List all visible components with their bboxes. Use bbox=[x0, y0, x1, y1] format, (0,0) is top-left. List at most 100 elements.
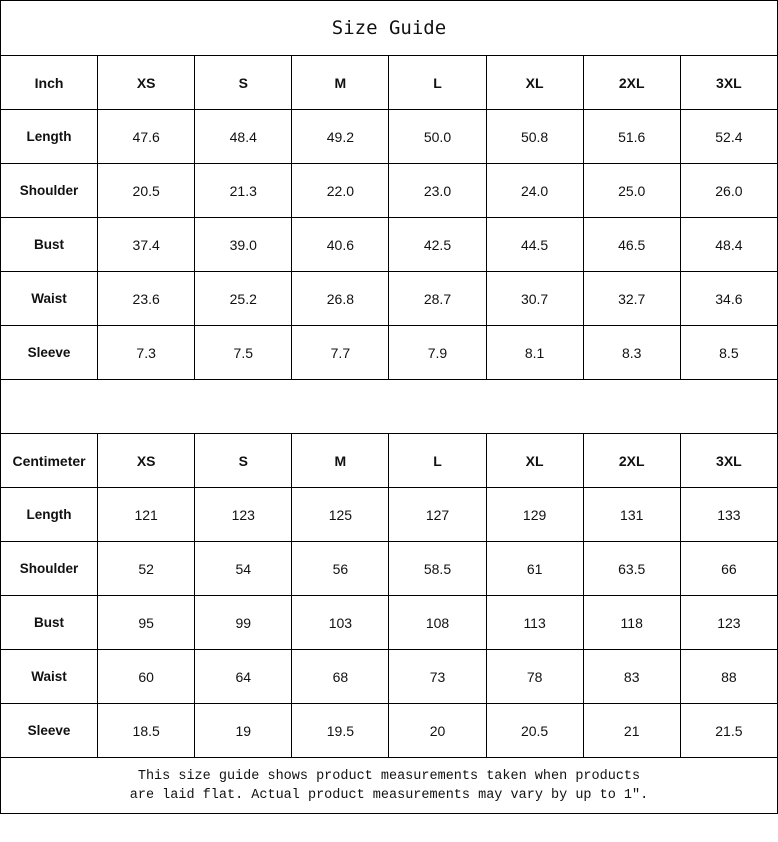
size-note: This size guide shows product measuremen… bbox=[0, 757, 778, 814]
table-row: Waist 23.6 25.2 26.8 28.7 30.7 32.7 34.6 bbox=[0, 271, 778, 326]
spacer-row bbox=[0, 379, 778, 434]
measurement-value: 7.5 bbox=[194, 325, 293, 380]
measurement-value: 20.5 bbox=[97, 163, 196, 218]
size-guide-table: Size Guide Inch XS S M L XL 2XL 3XL Length 47.6 48… bbox=[0, 0, 778, 814]
size-header: L bbox=[388, 433, 487, 488]
measurement-value: 48.4 bbox=[194, 109, 293, 164]
measurement-value: 25.0 bbox=[582, 163, 681, 218]
measurement-value: 127 bbox=[388, 487, 487, 542]
measurement-value: 131 bbox=[582, 487, 681, 542]
measurement-value: 54 bbox=[194, 541, 293, 596]
measurement-value: 32.7 bbox=[582, 271, 681, 326]
measurement-value: 19 bbox=[194, 703, 293, 758]
measurement-value: 44.5 bbox=[485, 217, 584, 272]
measurement-value: 121 bbox=[97, 487, 196, 542]
measurement-label: Bust bbox=[0, 217, 99, 272]
measurement-value: 23.0 bbox=[388, 163, 487, 218]
size-header: XL bbox=[485, 433, 584, 488]
size-header: 3XL bbox=[679, 433, 778, 488]
measurement-value: 50.8 bbox=[485, 109, 584, 164]
measurement-label: Shoulder bbox=[0, 163, 99, 218]
measurement-value: 99 bbox=[194, 595, 293, 650]
measurement-value: 23.6 bbox=[97, 271, 196, 326]
measurement-value: 61 bbox=[485, 541, 584, 596]
measurement-value: 68 bbox=[291, 649, 390, 704]
measurement-value: 46.5 bbox=[582, 217, 681, 272]
measurement-value: 52.4 bbox=[679, 109, 778, 164]
measurement-value: 22.0 bbox=[291, 163, 390, 218]
measurement-label: Length bbox=[0, 109, 99, 164]
measurement-value: 48.4 bbox=[679, 217, 778, 272]
measurement-value: 19.5 bbox=[291, 703, 390, 758]
measurement-value: 51.6 bbox=[582, 109, 681, 164]
measurement-value: 42.5 bbox=[388, 217, 487, 272]
measurement-value: 49.2 bbox=[291, 109, 390, 164]
measurement-value: 83 bbox=[582, 649, 681, 704]
measurement-value: 133 bbox=[679, 487, 778, 542]
measurement-value: 37.4 bbox=[97, 217, 196, 272]
size-header: 3XL bbox=[679, 55, 778, 110]
measurement-value: 113 bbox=[485, 595, 584, 650]
table-row: Shoulder 20.5 21.3 22.0 23.0 24.0 25.0 26.0 bbox=[0, 163, 778, 218]
measurement-value: 88 bbox=[679, 649, 778, 704]
measurement-value: 8.1 bbox=[485, 325, 584, 380]
measurement-label: Waist bbox=[0, 271, 99, 326]
table-row: Bust 37.4 39.0 40.6 42.5 44.5 46.5 48.4 bbox=[0, 217, 778, 272]
measurement-value: 8.5 bbox=[679, 325, 778, 380]
measurement-value: 129 bbox=[485, 487, 584, 542]
measurement-value: 78 bbox=[485, 649, 584, 704]
measurement-label: Shoulder bbox=[0, 541, 99, 596]
measurement-value: 40.6 bbox=[291, 217, 390, 272]
measurement-value: 56 bbox=[291, 541, 390, 596]
table-row: Length 47.6 48.4 49.2 50.0 50.8 51.6 52.4 bbox=[0, 109, 778, 164]
measurement-value: 7.9 bbox=[388, 325, 487, 380]
table-row: Sleeve 18.5 19 19.5 20 20.5 21 21.5 bbox=[0, 703, 778, 758]
measurement-value: 7.3 bbox=[97, 325, 196, 380]
header-row: Centimeter XS S M L XL 2XL 3XL bbox=[0, 433, 778, 488]
size-header: XS bbox=[97, 433, 196, 488]
measurement-value: 39.0 bbox=[194, 217, 293, 272]
table-row: Waist 60 64 68 73 78 83 88 bbox=[0, 649, 778, 704]
measurement-value: 20.5 bbox=[485, 703, 584, 758]
size-header: XS bbox=[97, 55, 196, 110]
note-line-1: This size guide shows product measuremen… bbox=[137, 768, 641, 784]
measurement-value: 118 bbox=[582, 595, 681, 650]
measurement-value: 50.0 bbox=[388, 109, 487, 164]
table-row: Bust 95 99 103 108 113 118 123 bbox=[0, 595, 778, 650]
measurement-value: 125 bbox=[291, 487, 390, 542]
measurement-value: 58.5 bbox=[388, 541, 487, 596]
measurement-value: 21.3 bbox=[194, 163, 293, 218]
measurement-value: 26.0 bbox=[679, 163, 778, 218]
measurement-value: 95 bbox=[97, 595, 196, 650]
table-row: Shoulder 52 54 56 58.5 61 63.5 66 bbox=[0, 541, 778, 596]
measurement-label: Length bbox=[0, 487, 99, 542]
measurement-label: Sleeve bbox=[0, 325, 99, 380]
table-row: Length 121 123 125 127 129 131 133 bbox=[0, 487, 778, 542]
measurement-value: 34.6 bbox=[679, 271, 778, 326]
measurement-value: 7.7 bbox=[291, 325, 390, 380]
measurement-value: 52 bbox=[97, 541, 196, 596]
measurement-value: 21 bbox=[582, 703, 681, 758]
measurement-value: 60 bbox=[97, 649, 196, 704]
measurement-value: 30.7 bbox=[485, 271, 584, 326]
measurement-value: 28.7 bbox=[388, 271, 487, 326]
unit-header: Inch bbox=[0, 55, 99, 110]
measurement-value: 73 bbox=[388, 649, 487, 704]
size-header: L bbox=[388, 55, 487, 110]
size-header: S bbox=[194, 433, 293, 488]
size-header: 2XL bbox=[582, 433, 681, 488]
measurement-value: 123 bbox=[194, 487, 293, 542]
size-header: S bbox=[194, 55, 293, 110]
measurement-value: 25.2 bbox=[194, 271, 293, 326]
measurement-value: 123 bbox=[679, 595, 778, 650]
unit-header: Centimeter bbox=[0, 433, 99, 488]
measurement-value: 24.0 bbox=[485, 163, 584, 218]
measurement-value: 18.5 bbox=[97, 703, 196, 758]
size-header: M bbox=[291, 55, 390, 110]
size-header: M bbox=[291, 433, 390, 488]
measurement-label: Bust bbox=[0, 595, 99, 650]
measurement-value: 64 bbox=[194, 649, 293, 704]
header-row: Inch XS S M L XL 2XL 3XL bbox=[0, 55, 778, 110]
page-title: Size Guide bbox=[0, 0, 778, 56]
table-row: Sleeve 7.3 7.5 7.7 7.9 8.1 8.3 8.5 bbox=[0, 325, 778, 380]
